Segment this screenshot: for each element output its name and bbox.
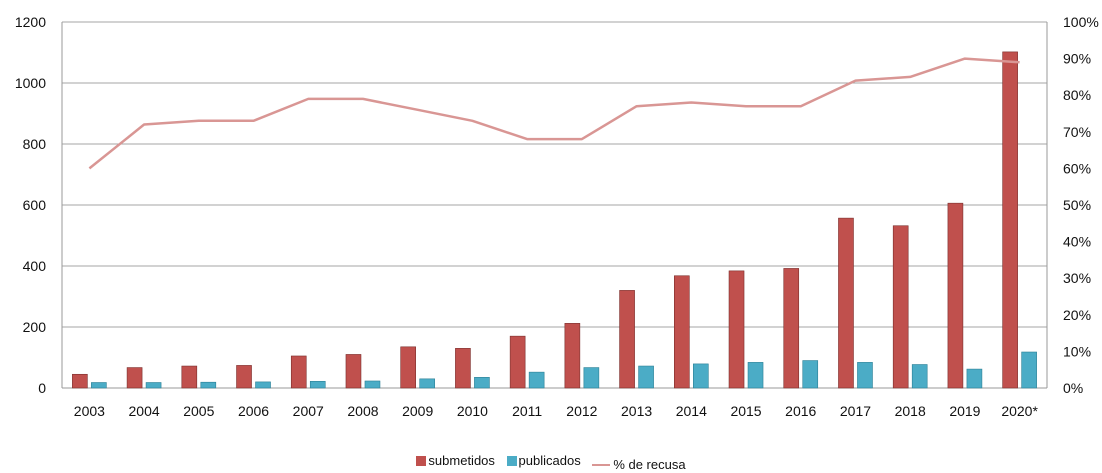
x-tick-2013: 2013 <box>621 403 652 419</box>
bar-publicados-2014 <box>693 363 709 389</box>
y-right-tick-50pct: 50% <box>1063 197 1091 213</box>
bar-submetidos-2014 <box>674 275 690 389</box>
bar-submetidos-2004 <box>126 367 143 389</box>
bar-submetidos-2018 <box>892 225 909 389</box>
x-tick-2017: 2017 <box>840 403 871 419</box>
y-left-tick-600: 600 <box>23 197 47 213</box>
x-tick-2006: 2006 <box>238 403 269 419</box>
line-recusa <box>88 57 1020 170</box>
bar-submetidos-2005 <box>181 365 198 389</box>
y-left-tick-1000: 1000 <box>15 75 46 91</box>
x-tick-2016: 2016 <box>785 403 816 419</box>
bar-submetidos-2017 <box>838 217 854 389</box>
y-left-tick-800: 800 <box>23 136 47 152</box>
x-tick-2004: 2004 <box>129 403 160 419</box>
bar-submetidos-2006 <box>236 365 252 389</box>
y-right-tick-0pct: 0% <box>1063 380 1083 396</box>
x-tick-2009: 2009 <box>402 403 433 419</box>
bar-publicados-2020star <box>1021 351 1037 389</box>
legend-item-recusa: % de recusa <box>592 457 686 472</box>
bar-submetidos-2020star <box>1002 51 1018 389</box>
y-left-tick-0: 0 <box>38 380 46 396</box>
x-tick-2018: 2018 <box>895 403 926 419</box>
chart: 0 200 400 600 800 1000 1200 0% 10% 20% 30% 40% 50% 60… <box>15 14 1099 419</box>
legend-label-submetidos: submetidos <box>428 453 495 468</box>
bar-publicados-2011 <box>528 371 545 389</box>
bar-publicados-2013 <box>638 365 654 389</box>
y-right-tick-20pct: 20% <box>1063 307 1091 323</box>
legend: submetidos publicados % de recusa <box>0 453 1102 472</box>
bar-submetidos-2003 <box>72 373 88 389</box>
bar-publicados-2010 <box>474 377 490 389</box>
legend-swatch-publicados <box>506 455 517 466</box>
x-tick-2008: 2008 <box>347 403 378 419</box>
bar-publicados-2008 <box>364 380 381 389</box>
legend-item-publicados: publicados <box>506 453 581 468</box>
bar-publicados-2017 <box>857 362 873 389</box>
bar-submetidos-2015 <box>728 270 745 389</box>
x-tick-2020star: 2020* <box>1001 403 1038 419</box>
x-tick-2007: 2007 <box>293 403 324 419</box>
y-left-tick-1200: 1200 <box>15 14 46 30</box>
x-tick-2014: 2014 <box>676 403 707 419</box>
x-tick-2011: 2011 <box>512 403 542 419</box>
x-tick-2005: 2005 <box>183 403 214 419</box>
x-tick-2010: 2010 <box>457 403 488 419</box>
y-right-tick-90pct: 90% <box>1063 51 1091 67</box>
bar-publicados-2005 <box>200 381 217 389</box>
bar-publicados-2018 <box>911 364 928 389</box>
y-right-tick-30pct: 30% <box>1063 270 1091 286</box>
bar-publicados-2004 <box>145 382 162 389</box>
bar-submetidos-2011 <box>509 335 526 389</box>
y-right-tick-60pct: 60% <box>1063 160 1091 176</box>
bar-publicados-2006 <box>255 381 271 389</box>
legend-label-recusa: % de recusa <box>613 457 686 472</box>
bar-submetidos-2007 <box>290 355 307 389</box>
y-right-tick-40pct: 40% <box>1063 234 1091 250</box>
y-right-tick-80pct: 80% <box>1063 87 1091 103</box>
bar-publicados-2003 <box>91 382 107 389</box>
bar-submetidos-2019 <box>947 202 964 389</box>
legend-item-submetidos: submetidos <box>416 453 495 468</box>
y-left-tick-400: 400 <box>23 258 47 274</box>
y-right-tick-10pct: 10% <box>1063 343 1091 359</box>
bar-submetidos-2008 <box>345 354 362 389</box>
bar-submetidos-2016 <box>783 268 800 389</box>
bar-submetidos-2013 <box>619 290 635 389</box>
bar-publicados-2009 <box>419 378 435 389</box>
bar-submetidos-2009 <box>400 346 416 389</box>
legend-label-publicados: publicados <box>518 453 581 468</box>
x-tick-2015: 2015 <box>730 403 761 419</box>
legend-swatch-submetidos <box>416 455 427 466</box>
bar-submetidos-2010 <box>455 348 471 389</box>
x-tick-2012: 2012 <box>566 403 597 419</box>
y-left-tick-200: 200 <box>23 319 47 335</box>
x-tick-2019: 2019 <box>949 403 980 419</box>
legend-swatch-recusa <box>592 463 611 466</box>
x-tick-2003: 2003 <box>74 403 105 419</box>
bar-publicados-2019 <box>966 368 983 389</box>
bar-publicados-2007 <box>309 380 326 389</box>
bar-publicados-2015 <box>747 362 764 389</box>
y-right-tick-70pct: 70% <box>1063 124 1091 140</box>
y-right-tick-100pct: 100% <box>1063 14 1099 30</box>
bar-submetidos-2012 <box>564 323 581 389</box>
bar-publicados-2012 <box>583 367 600 389</box>
bar-publicados-2016 <box>802 360 819 389</box>
